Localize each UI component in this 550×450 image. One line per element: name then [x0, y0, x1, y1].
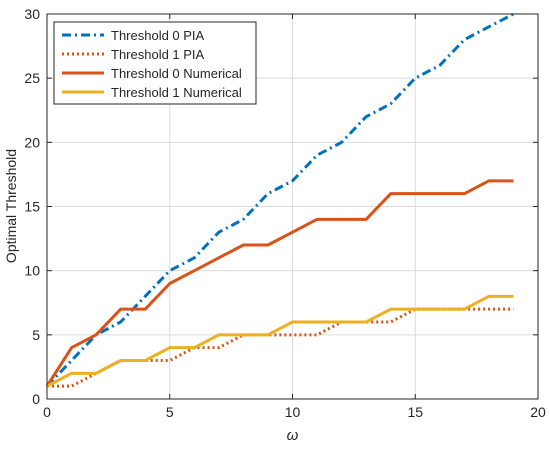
x-tick-label: 20: [530, 404, 546, 420]
series-group: [45, 12, 515, 388]
legend: Threshold 0 PIA Threshold 1 PIA Threshold …: [53, 21, 257, 105]
y-tick-label: 5: [32, 327, 40, 343]
series-line-threshold-0-pia: [45, 12, 515, 388]
y-tick-label: 0: [32, 391, 40, 407]
y-tick-label: 15: [24, 199, 40, 215]
y-axis-label: Optimal Threshold: [3, 149, 19, 263]
x-tick-label: 0: [43, 404, 51, 420]
x-tick-label: 15: [407, 404, 423, 420]
x-axis-label: ω: [287, 427, 299, 444]
legend-entry-label: Threshold 1 PIA: [111, 47, 205, 62]
series-line-threshold-1-pia: [47, 307, 514, 388]
y-tick-label: 20: [24, 134, 40, 150]
x-tick-label: 10: [285, 404, 301, 420]
series-line-threshold-0-numerical: [45, 179, 514, 387]
y-tick-label: 30: [24, 6, 40, 22]
legend-entry-label: Threshold 0 Numerical: [111, 66, 242, 81]
y-tick-label: 25: [24, 70, 40, 86]
x-tick-label: 5: [166, 404, 174, 420]
ticks: 0 5 10 15 20 0 5 10 15 20 25 30: [24, 6, 546, 420]
grid: [46, 13, 539, 400]
legend-entry-label: Threshold 1 Numerical: [111, 85, 242, 100]
y-tick-label: 10: [24, 263, 40, 279]
legend-entry-label: Threshold 0 PIA: [111, 28, 205, 43]
series-line-threshold-1-numerical: [46, 294, 514, 388]
